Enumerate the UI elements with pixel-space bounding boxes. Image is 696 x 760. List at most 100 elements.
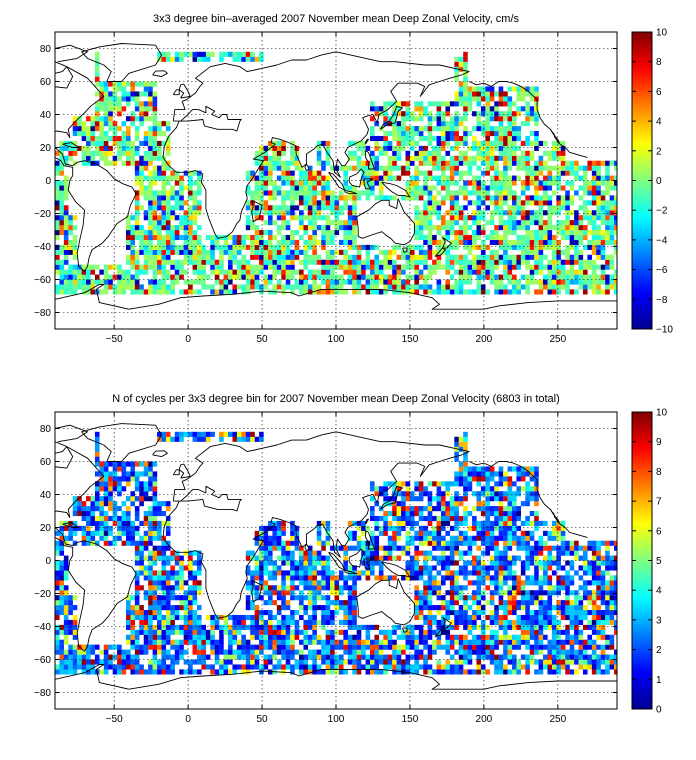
data-bin — [343, 259, 348, 265]
data-bin — [401, 634, 406, 640]
data-bin — [405, 629, 411, 635]
data-bin — [183, 170, 189, 176]
data-bin — [281, 605, 286, 611]
data-bin — [569, 220, 575, 226]
data-bin — [94, 56, 100, 62]
data-bin — [516, 106, 522, 112]
data-bin — [299, 200, 304, 206]
data-bin — [94, 91, 100, 97]
data-bin — [125, 520, 131, 526]
data-bin — [423, 530, 428, 536]
data-bin — [356, 575, 362, 581]
data-bin — [254, 535, 260, 541]
data-bin — [383, 274, 388, 280]
data-bin — [245, 659, 251, 665]
data-bin — [361, 644, 366, 650]
data-bin — [374, 180, 380, 186]
data-bin — [325, 279, 331, 285]
data-bin — [183, 614, 189, 621]
data-bin — [241, 664, 246, 670]
data-bin — [347, 610, 353, 616]
data-bin — [436, 570, 442, 576]
data-bin — [458, 155, 464, 161]
data-bin — [134, 575, 140, 581]
data-bin — [378, 525, 384, 531]
data-bin — [511, 244, 517, 250]
data-bin — [241, 274, 246, 280]
data-bin — [436, 545, 442, 551]
data-bin — [396, 481, 402, 487]
data-bin — [343, 580, 348, 586]
data-bin — [596, 165, 601, 171]
data-bin — [103, 264, 109, 270]
data-bin — [205, 436, 211, 442]
data-bin — [59, 155, 65, 161]
data-bin — [480, 230, 486, 236]
data-bin — [165, 634, 171, 640]
data-bin — [81, 131, 87, 137]
data-bin — [201, 254, 207, 260]
data-bin — [409, 491, 415, 497]
data-bin — [299, 659, 304, 665]
data-bin — [245, 215, 251, 221]
data-bin — [498, 140, 504, 146]
data-bin — [152, 150, 158, 156]
data-bin — [600, 244, 606, 250]
data-bin — [472, 135, 477, 142]
data-bin — [263, 659, 269, 665]
data-bin — [161, 550, 167, 556]
data-bin — [472, 269, 477, 275]
data-bin — [325, 234, 331, 241]
data-bin — [312, 289, 317, 295]
data-bin — [520, 91, 526, 97]
data-bin — [276, 160, 282, 166]
data-bin — [143, 540, 149, 546]
data-bin — [392, 639, 397, 645]
data-bin — [148, 145, 153, 151]
data-bin — [72, 289, 78, 295]
data-bin — [529, 155, 535, 161]
data-bin — [263, 185, 269, 191]
data-bin — [143, 86, 149, 92]
data-bin — [148, 106, 153, 112]
data-bin — [414, 496, 419, 502]
data-bin — [152, 165, 158, 171]
data-bin — [148, 135, 153, 142]
data-bin — [423, 225, 428, 231]
data-bin — [507, 239, 513, 245]
data-bin — [392, 669, 397, 675]
data-bin — [223, 269, 229, 275]
data-bin — [281, 180, 286, 186]
data-bin — [307, 210, 313, 216]
data-bin — [392, 496, 397, 502]
data-bin — [165, 210, 171, 216]
data-bin — [321, 669, 326, 675]
data-bin — [90, 289, 96, 295]
data-bin — [463, 66, 468, 72]
data-bin — [343, 205, 348, 211]
data-bin — [72, 644, 78, 650]
data-bin — [307, 190, 313, 196]
data-bin — [330, 249, 335, 255]
data-bin — [418, 496, 424, 502]
data-bin — [94, 106, 100, 112]
data-bin — [179, 225, 184, 231]
data-bin — [534, 180, 539, 186]
data-bin — [361, 180, 366, 186]
data-bin — [321, 560, 326, 566]
data-bin — [560, 249, 566, 255]
data-bin — [507, 145, 513, 151]
data-bin — [316, 595, 322, 601]
data-bin — [534, 230, 539, 236]
data-bin — [196, 585, 202, 591]
data-bin — [152, 461, 158, 467]
data-bin — [174, 279, 180, 285]
data-bin — [307, 200, 313, 206]
data-bin — [334, 590, 340, 596]
data-bin — [436, 165, 442, 171]
data-bin — [330, 234, 335, 241]
data-bin — [285, 190, 291, 196]
data-bin — [365, 190, 371, 196]
data-bin — [551, 145, 557, 151]
data-bin — [432, 565, 437, 571]
